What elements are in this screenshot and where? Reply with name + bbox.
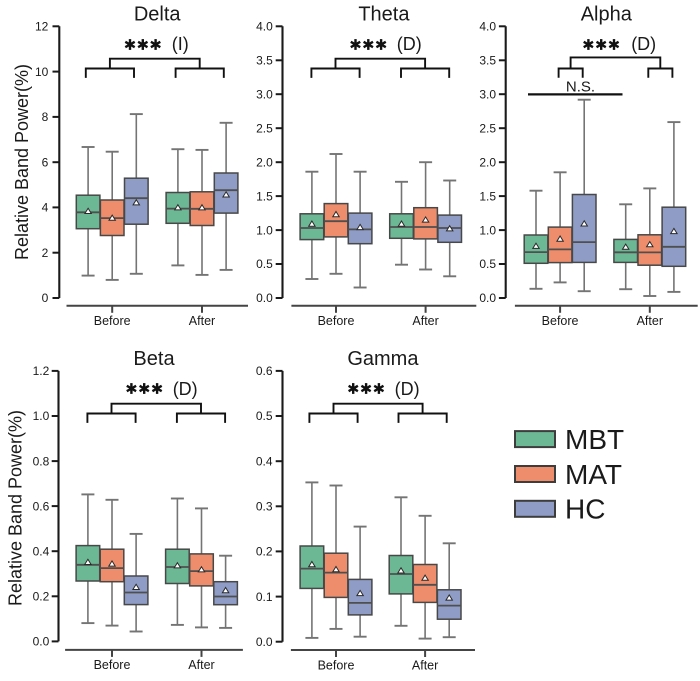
svg-text:MBT: MBT bbox=[565, 424, 624, 455]
svg-text:0.5: 0.5 bbox=[479, 257, 496, 271]
svg-text:3.0: 3.0 bbox=[256, 87, 273, 101]
svg-text:2.5: 2.5 bbox=[479, 121, 496, 135]
svg-text:1.0: 1.0 bbox=[479, 223, 496, 237]
svg-text:0.0: 0.0 bbox=[256, 635, 273, 649]
svg-text:0.2: 0.2 bbox=[256, 545, 273, 559]
svg-text:Relative Band Power(%): Relative Band Power(%) bbox=[6, 410, 26, 606]
svg-text:Delta: Delta bbox=[134, 4, 182, 26]
svg-text:0.8: 0.8 bbox=[33, 454, 50, 468]
svg-text:6: 6 bbox=[42, 155, 49, 169]
svg-text:0.4: 0.4 bbox=[256, 454, 273, 468]
svg-text:After: After bbox=[188, 658, 214, 672]
svg-text:1.0: 1.0 bbox=[256, 223, 273, 237]
svg-text:0.6: 0.6 bbox=[256, 364, 273, 378]
svg-text:0.0: 0.0 bbox=[479, 291, 496, 305]
svg-text:0.6: 0.6 bbox=[33, 499, 50, 513]
svg-text:2.0: 2.0 bbox=[256, 155, 273, 169]
svg-text:3.0: 3.0 bbox=[479, 87, 496, 101]
svg-text:Before: Before bbox=[94, 314, 131, 328]
svg-text:Before: Before bbox=[542, 314, 579, 328]
svg-text:0.2: 0.2 bbox=[33, 590, 50, 604]
svg-text:12: 12 bbox=[35, 20, 49, 34]
svg-text:Relative Band Power(%): Relative Band Power(%) bbox=[12, 64, 32, 260]
svg-text:0.1: 0.1 bbox=[256, 590, 273, 604]
svg-text:MAT: MAT bbox=[565, 459, 622, 490]
svg-text:Before: Before bbox=[318, 658, 355, 672]
svg-text:(D): (D) bbox=[631, 34, 656, 54]
svg-text:(I): (I) bbox=[172, 34, 189, 54]
svg-text:3.5: 3.5 bbox=[479, 54, 496, 68]
svg-text:(D): (D) bbox=[395, 379, 420, 399]
svg-text:0.5: 0.5 bbox=[256, 257, 273, 271]
svg-text:0.5: 0.5 bbox=[256, 409, 273, 423]
svg-text:After: After bbox=[637, 314, 663, 328]
svg-text:After: After bbox=[189, 314, 215, 328]
svg-text:2: 2 bbox=[42, 246, 49, 260]
svg-text:Gamma: Gamma bbox=[347, 348, 419, 370]
svg-text:0.4: 0.4 bbox=[33, 544, 50, 558]
svg-text:1.5: 1.5 bbox=[256, 189, 273, 203]
svg-text:1.0: 1.0 bbox=[33, 409, 50, 423]
svg-text:(D): (D) bbox=[397, 34, 422, 54]
svg-text:4: 4 bbox=[42, 201, 49, 215]
svg-text:0.0: 0.0 bbox=[256, 291, 273, 305]
svg-text:4.0: 4.0 bbox=[479, 20, 496, 34]
svg-text:10: 10 bbox=[35, 65, 49, 79]
svg-text:2.5: 2.5 bbox=[256, 121, 273, 135]
svg-text:(D): (D) bbox=[173, 379, 198, 399]
svg-text:4.0: 4.0 bbox=[256, 20, 273, 34]
svg-text:After: After bbox=[412, 314, 438, 328]
svg-text:After: After bbox=[412, 658, 438, 672]
svg-text:2.0: 2.0 bbox=[479, 155, 496, 169]
svg-text:3.5: 3.5 bbox=[256, 54, 273, 68]
svg-text:Alpha: Alpha bbox=[581, 4, 633, 26]
svg-text:Before: Before bbox=[318, 314, 355, 328]
svg-text:0: 0 bbox=[42, 291, 49, 305]
svg-text:1.2: 1.2 bbox=[33, 364, 50, 378]
svg-text:Theta: Theta bbox=[358, 4, 410, 26]
svg-text:1.5: 1.5 bbox=[479, 189, 496, 203]
svg-text:HC: HC bbox=[565, 494, 605, 525]
svg-text:0.3: 0.3 bbox=[256, 500, 273, 514]
svg-text:Before: Before bbox=[94, 658, 131, 672]
svg-text:Beta: Beta bbox=[133, 348, 175, 370]
svg-text:0.0: 0.0 bbox=[33, 635, 50, 649]
svg-text:N.S.: N.S. bbox=[566, 79, 595, 96]
svg-text:8: 8 bbox=[42, 110, 49, 124]
